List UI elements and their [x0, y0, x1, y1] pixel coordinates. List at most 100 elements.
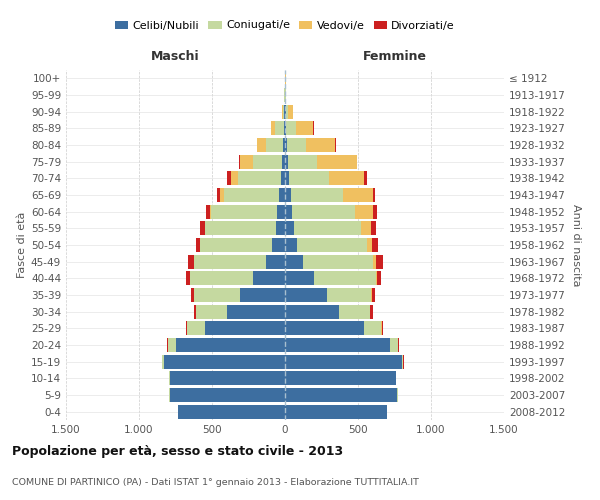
Bar: [285, 338, 390, 352]
Bar: [285, 304, 339, 319]
Bar: [317, 154, 356, 169]
Bar: [188, 254, 194, 269]
Bar: [170, 388, 285, 402]
Bar: [285, 121, 286, 136]
Bar: [286, 121, 296, 136]
Bar: [377, 271, 382, 285]
Bar: [285, 354, 402, 369]
Bar: [168, 338, 176, 352]
Bar: [285, 221, 294, 236]
Text: COMUNE DI PARTINICO (PA) - Dati ISTAT 1° gennaio 2013 - Elaborazione TUTTITALIA.: COMUNE DI PARTINICO (PA) - Dati ISTAT 1°…: [12, 478, 419, 487]
Y-axis label: Fasce di età: Fasce di età: [17, 212, 27, 278]
Bar: [205, 322, 285, 336]
Bar: [292, 204, 355, 219]
Bar: [364, 322, 382, 336]
Bar: [285, 238, 296, 252]
Bar: [227, 171, 231, 186]
Bar: [277, 204, 285, 219]
Text: Femmine: Femmine: [362, 50, 427, 64]
Bar: [240, 154, 253, 169]
Bar: [284, 121, 285, 136]
Bar: [217, 188, 220, 202]
Y-axis label: Anni di nascita: Anni di nascita: [571, 204, 581, 286]
Bar: [376, 254, 383, 269]
Bar: [373, 204, 377, 219]
Bar: [194, 304, 196, 319]
Bar: [285, 171, 289, 186]
Bar: [283, 138, 285, 152]
Bar: [373, 188, 375, 202]
Bar: [285, 138, 287, 152]
Bar: [285, 322, 364, 336]
Bar: [285, 288, 328, 302]
Bar: [186, 271, 190, 285]
Bar: [210, 204, 211, 219]
Text: Popolazione per età, sesso e stato civile - 2013: Popolazione per età, sesso e stato civil…: [12, 445, 343, 458]
Bar: [187, 322, 205, 336]
Text: Maschi: Maschi: [151, 50, 200, 64]
Bar: [382, 322, 383, 336]
Bar: [196, 238, 200, 252]
Bar: [275, 221, 285, 236]
Bar: [373, 288, 375, 302]
Bar: [190, 271, 253, 285]
Bar: [294, 221, 361, 236]
Bar: [211, 204, 277, 219]
Bar: [288, 154, 317, 169]
Bar: [390, 338, 398, 352]
Bar: [355, 204, 373, 219]
Bar: [291, 188, 343, 202]
Bar: [257, 138, 266, 152]
Bar: [231, 171, 238, 186]
Bar: [372, 238, 378, 252]
Bar: [238, 171, 281, 186]
Bar: [191, 288, 194, 302]
Bar: [373, 254, 376, 269]
Bar: [240, 288, 285, 302]
Bar: [285, 104, 286, 118]
Bar: [296, 238, 367, 252]
Bar: [227, 304, 285, 319]
Bar: [266, 254, 285, 269]
Bar: [367, 238, 372, 252]
Bar: [253, 154, 282, 169]
Bar: [282, 154, 285, 169]
Bar: [200, 221, 205, 236]
Bar: [275, 121, 284, 136]
Bar: [285, 204, 292, 219]
Bar: [285, 188, 291, 202]
Bar: [200, 238, 272, 252]
Bar: [206, 204, 210, 219]
Bar: [253, 271, 285, 285]
Bar: [178, 404, 285, 419]
Bar: [224, 188, 279, 202]
Bar: [266, 138, 283, 152]
Bar: [271, 121, 275, 136]
Bar: [289, 171, 329, 186]
Bar: [314, 271, 376, 285]
Bar: [328, 288, 371, 302]
Bar: [343, 188, 373, 202]
Bar: [194, 254, 266, 269]
Bar: [402, 354, 403, 369]
Bar: [339, 304, 370, 319]
Bar: [285, 371, 396, 386]
Bar: [285, 271, 314, 285]
Bar: [370, 304, 373, 319]
Bar: [167, 338, 168, 352]
Bar: [282, 104, 283, 118]
Bar: [185, 322, 187, 336]
Bar: [329, 171, 364, 186]
Bar: [176, 338, 285, 352]
Bar: [285, 154, 288, 169]
Bar: [170, 371, 285, 386]
Bar: [361, 221, 371, 236]
Legend: Celibi/Nubili, Coniugati/e, Vedovi/e, Divorziati/e: Celibi/Nubili, Coniugati/e, Vedovi/e, Di…: [110, 16, 460, 35]
Bar: [279, 188, 285, 202]
Bar: [371, 288, 373, 302]
Bar: [220, 188, 224, 202]
Bar: [286, 104, 288, 118]
Bar: [302, 254, 373, 269]
Bar: [364, 171, 367, 186]
Bar: [205, 221, 275, 236]
